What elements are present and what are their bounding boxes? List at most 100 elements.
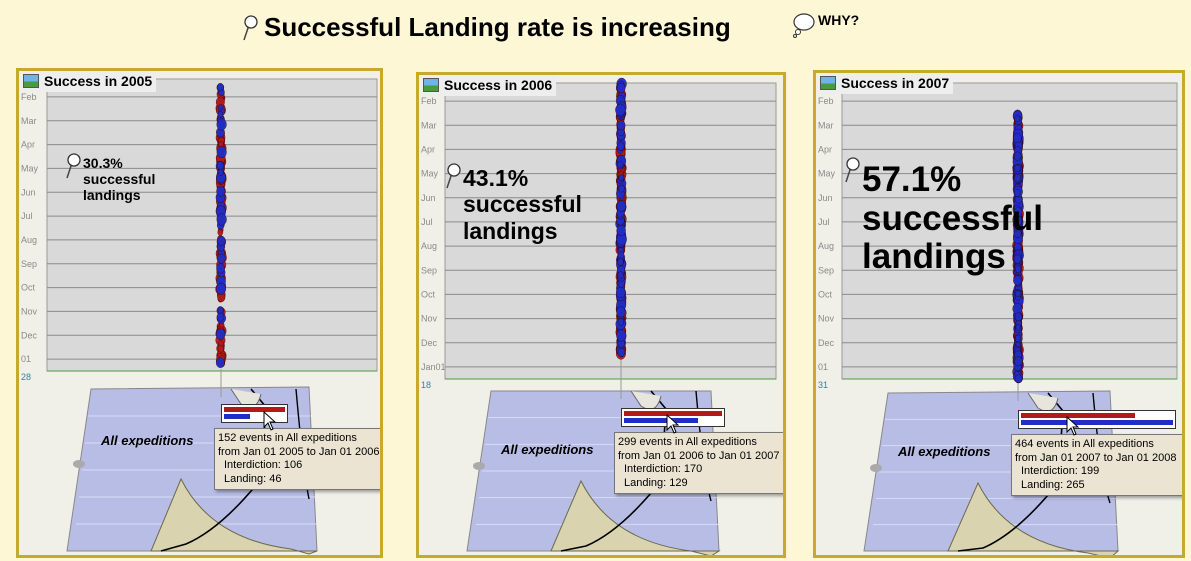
landing-point xyxy=(1013,132,1022,144)
interdiction-point xyxy=(217,345,224,353)
annotation-percent: 43.1% xyxy=(463,165,529,191)
y-tick-label: Jul xyxy=(818,217,830,227)
y-tick-label: 18 xyxy=(421,380,431,390)
plot-area xyxy=(841,82,1178,380)
tooltip-interdiction: Interdiction: 170 xyxy=(624,463,703,475)
mini-bar-chart[interactable] xyxy=(221,404,288,423)
y-tick-label: Oct xyxy=(818,289,833,299)
y-tick-label: Apr xyxy=(21,140,35,150)
interdiction-bar xyxy=(624,411,722,416)
annotation-line3: landings xyxy=(83,187,141,204)
annotation-note: 43.1% successful landings xyxy=(443,163,582,244)
landing-point xyxy=(615,286,626,299)
thought-bubble-icon xyxy=(793,13,815,38)
y-tick-label: Jun xyxy=(421,193,436,203)
y-tick-label: May xyxy=(818,169,836,179)
map-marker xyxy=(473,462,485,470)
y-tick-label: Nov xyxy=(21,306,38,316)
image-icon xyxy=(820,76,836,90)
tooltip-line2: from Jan 01 2006 to Jan 01 2007 xyxy=(618,449,780,462)
landing-point xyxy=(217,235,226,246)
tooltip-line1: 464 events in All expeditions xyxy=(1015,438,1154,450)
cuba-landmass xyxy=(947,481,1120,555)
panel-header[interactable]: Success in 2007 xyxy=(820,73,954,94)
tooltip: 464 events in All expeditions from Jan 0… xyxy=(1011,434,1182,496)
why-button[interactable]: WHY? xyxy=(792,12,859,38)
region-label: All expeditions xyxy=(501,442,594,457)
tooltip-landing: Landing: 129 xyxy=(624,476,688,489)
landing-point xyxy=(216,263,225,274)
landing-point xyxy=(216,213,227,226)
cuba-landmass xyxy=(150,477,318,555)
y-tick-label: Dec xyxy=(421,338,438,348)
tooltip-interdiction: Interdiction: 106 xyxy=(224,459,303,471)
landing-point xyxy=(1014,312,1023,322)
mini-bar-chart[interactable] xyxy=(1018,410,1176,429)
annotation-line2: successful xyxy=(83,171,156,188)
map-marker xyxy=(73,460,85,468)
landing-point xyxy=(618,184,625,193)
landing-point xyxy=(215,357,225,368)
landing-point xyxy=(217,168,224,176)
landing-point xyxy=(617,258,624,266)
landing-point xyxy=(616,82,626,94)
landing-bar xyxy=(1021,420,1173,425)
landing-point xyxy=(615,103,626,117)
landing-point xyxy=(616,306,626,318)
y-tick-label: Mar xyxy=(21,116,37,126)
landing-point xyxy=(618,174,625,181)
panel-2005: Success in 2005 Feb Mar Apr May Jun Jul Aug Sep… xyxy=(16,68,383,558)
y-tick-label: Sep xyxy=(21,259,37,269)
landing-point xyxy=(1014,189,1021,197)
y-tick-label: Mar xyxy=(421,120,437,130)
y-tick-label: Jun xyxy=(21,187,36,197)
landing-point xyxy=(1015,290,1021,297)
y-tick-label: Feb xyxy=(818,96,834,106)
landing-point xyxy=(617,160,624,169)
landing-point xyxy=(216,282,227,295)
landing-point xyxy=(1013,207,1023,218)
interdiction-bar xyxy=(224,407,285,412)
plot-area xyxy=(46,78,378,372)
y-tick-label: Aug xyxy=(818,241,834,251)
y-tick-label: 01 xyxy=(21,354,31,364)
panel-header[interactable]: Success in 2006 xyxy=(423,75,557,96)
landing-point xyxy=(1014,115,1021,123)
annotation-line3: landings xyxy=(463,217,558,244)
region-label: All expeditions xyxy=(101,433,194,448)
tooltip: 152 events in All expeditions from Jan 0… xyxy=(214,428,380,490)
plot-area xyxy=(444,82,777,380)
chart-canvas: Feb Mar Apr May Jun Jul Aug Sep Oct Nov Dec 01 31 xyxy=(818,82,1178,555)
landing-point xyxy=(1014,265,1022,273)
landing-point xyxy=(617,347,626,358)
panel-header[interactable]: Success in 2005 xyxy=(23,71,157,92)
landing-point xyxy=(617,318,624,326)
landing-point xyxy=(1014,334,1022,343)
panel-title: Success in 2006 xyxy=(444,77,553,93)
landing-point xyxy=(1014,356,1023,367)
landing-point xyxy=(216,83,224,92)
pushpin-icon xyxy=(446,163,461,189)
y-tick-label: 31 xyxy=(818,380,828,390)
annotation-note: 57.1% successful landings xyxy=(842,157,1043,277)
annotation-note: 30.3% successful landings xyxy=(63,153,155,203)
cuba-landmass xyxy=(550,479,721,555)
tooltip-line1: 152 events in All expeditions xyxy=(218,432,357,444)
landing-point xyxy=(617,251,625,260)
annotation-line2: successful xyxy=(862,198,1043,238)
y-tick-label: Feb xyxy=(421,96,437,106)
landing-point xyxy=(616,329,627,342)
landing-point xyxy=(616,200,627,212)
y-tick-label: Aug xyxy=(21,235,37,245)
tooltip-landing: Landing: 265 xyxy=(1021,478,1085,491)
annotation-percent: 30.3% xyxy=(83,155,123,171)
y-tick-label: Jan01 xyxy=(421,362,446,372)
landing-point xyxy=(217,111,224,118)
y-tick-label: 28 xyxy=(21,372,31,382)
chart-canvas: Feb Mar Apr May Jun Jul Aug Sep Oct Nov Dec Jan01 18 xyxy=(421,77,777,555)
landing-point xyxy=(216,161,224,170)
tooltip-landing: Landing: 46 xyxy=(224,472,282,485)
panel-2006: Success in 2006 Feb Mar Apr May Jun Jul Aug Sep… xyxy=(416,72,786,558)
landing-point xyxy=(218,104,224,111)
landing-point xyxy=(217,253,226,264)
